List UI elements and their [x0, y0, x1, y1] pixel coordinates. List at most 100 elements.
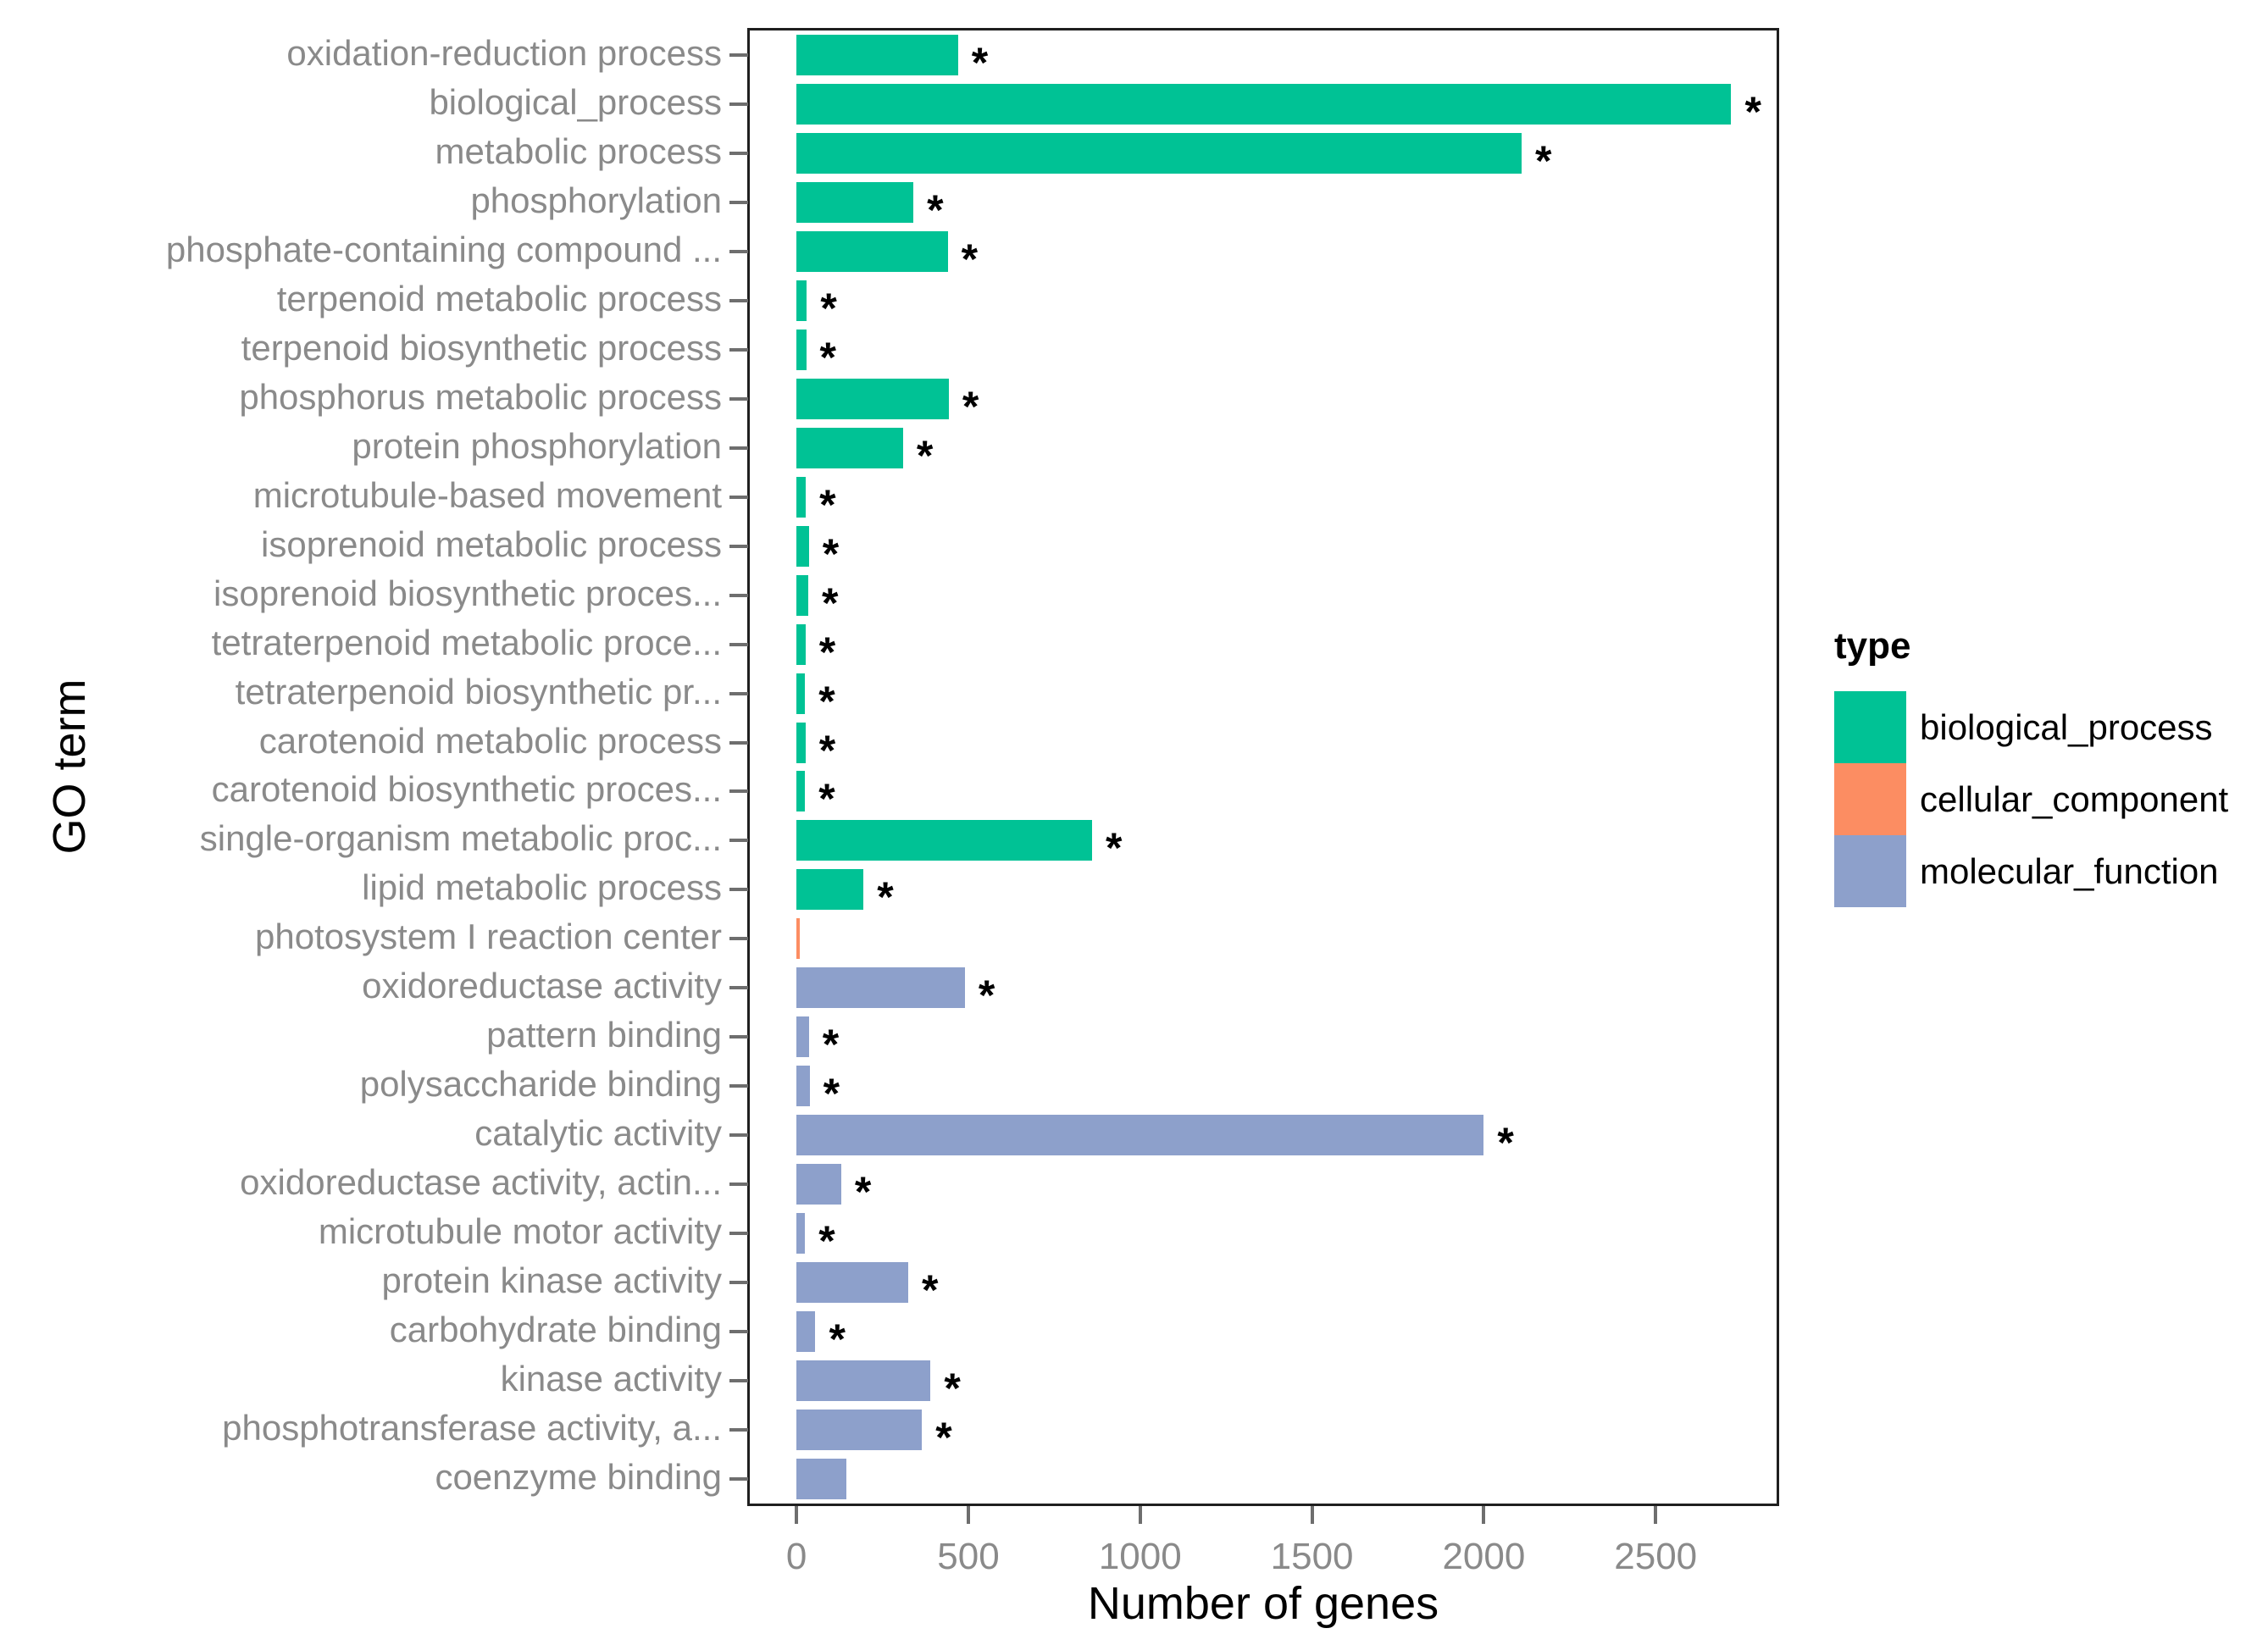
y-axis-label: carotenoid metabolic process [258, 720, 722, 761]
y-tick [729, 151, 748, 155]
significance-marker: * [822, 529, 840, 578]
y-tick [729, 1232, 748, 1236]
significance-marker: * [818, 677, 835, 725]
legend-title: type [1834, 625, 1911, 667]
significance-marker: * [823, 1070, 840, 1118]
legend: type biological_process cellular_componen… [1834, 625, 2228, 907]
legend-item: molecular_function [1834, 835, 2228, 907]
y-tick [729, 298, 748, 302]
x-tick-label: 0 [785, 1536, 807, 1577]
y-tick [729, 1477, 748, 1482]
bar [796, 427, 903, 468]
bar [796, 329, 807, 370]
x-tick-label: 1500 [1270, 1536, 1354, 1577]
bar [796, 722, 806, 763]
significance-marker: * [944, 1365, 961, 1413]
y-tick [729, 396, 748, 401]
bar [796, 771, 806, 812]
bar [796, 1410, 923, 1451]
bar [796, 574, 808, 616]
significance-marker: * [935, 1414, 952, 1462]
y-axis-label: phosphorylation [470, 180, 722, 220]
x-tick-label: 2000 [1442, 1536, 1526, 1577]
y-axis-labels: oxidation-reduction process biological_pr… [0, 30, 722, 1504]
y-axis-label: oxidation-reduction process [286, 32, 722, 73]
legend-label: biological_process [1920, 706, 2213, 747]
y-axis-label: single-organism metabolic proc... [199, 818, 722, 859]
significance-marker: * [822, 1021, 840, 1069]
y-axis-label: carotenoid biosynthetic proces... [211, 769, 722, 810]
significance-marker: * [818, 726, 836, 774]
significance-marker: * [1535, 136, 1552, 185]
y-tick [729, 1035, 748, 1039]
plot-panel: * * * * * * * * * * * * * * * * * * * * * * * * * * * * [747, 28, 1779, 1506]
bar [796, 673, 806, 714]
y-tick [729, 1428, 748, 1432]
bar [796, 34, 958, 75]
x-tick [1482, 1506, 1486, 1524]
x-tick [1138, 1506, 1142, 1524]
bar [796, 820, 1092, 861]
y-axis-label: photosystem I reaction center [255, 917, 722, 957]
y-tick [729, 446, 748, 450]
bar [796, 83, 1732, 125]
bar [796, 869, 864, 911]
significance-marker: * [1497, 1119, 1514, 1167]
y-tick [729, 200, 748, 204]
bar [796, 1311, 816, 1353]
bar [796, 1360, 931, 1402]
significance-marker: * [961, 235, 979, 283]
y-tick [729, 544, 748, 548]
y-tick [729, 691, 748, 695]
y-axis-label: biological_process [429, 81, 722, 122]
significance-marker: * [819, 333, 836, 381]
significance-marker: * [1106, 824, 1123, 872]
significance-marker: * [854, 1168, 872, 1216]
y-axis-label: tetraterpenoid biosynthetic pr... [235, 671, 722, 712]
significance-marker: * [829, 1315, 846, 1364]
legend-item: cellular_component [1834, 763, 2228, 835]
y-tick [729, 593, 748, 597]
bar [796, 1459, 846, 1500]
legend-label: cellular_component [1920, 778, 2229, 819]
significance-marker: * [820, 284, 837, 332]
x-tick [1310, 1506, 1314, 1524]
y-axis-label: phosphate-containing compound ... [165, 229, 722, 269]
bar [796, 967, 965, 1009]
bar [796, 1066, 810, 1107]
y-tick [729, 789, 748, 794]
bar [796, 476, 807, 518]
significance-marker: * [818, 628, 836, 676]
significance-marker: * [921, 1266, 939, 1315]
y-axis-label: terpenoid biosynthetic process [241, 327, 722, 368]
y-tick [729, 642, 748, 646]
y-tick [729, 1183, 748, 1187]
significance-marker: * [962, 382, 979, 430]
y-axis-label: coenzyme binding [435, 1457, 722, 1498]
significance-marker: * [971, 38, 989, 86]
significance-marker: * [821, 579, 839, 627]
significance-marker: * [1744, 87, 1761, 136]
bar [796, 230, 948, 272]
significance-marker: * [819, 480, 836, 529]
y-tick [729, 937, 748, 941]
bar [796, 1016, 809, 1058]
y-tick [729, 495, 748, 499]
bar [796, 1213, 806, 1255]
significance-marker: * [927, 186, 944, 234]
x-tick-label: 1000 [1098, 1536, 1182, 1577]
y-axis-label: oxidoreductase activity [362, 966, 722, 1006]
y-tick [729, 1084, 748, 1088]
y-tick [729, 1281, 748, 1285]
y-axis-label: isoprenoid metabolic process [261, 523, 722, 564]
y-axis-label: kinase activity [500, 1359, 722, 1399]
y-tick [729, 986, 748, 990]
legend-swatch [1834, 691, 1906, 763]
y-axis-label: metabolic process [435, 130, 722, 171]
y-tick [729, 1379, 748, 1383]
legend-swatch [1834, 835, 1906, 907]
bar [796, 378, 949, 419]
y-tick [729, 888, 748, 892]
